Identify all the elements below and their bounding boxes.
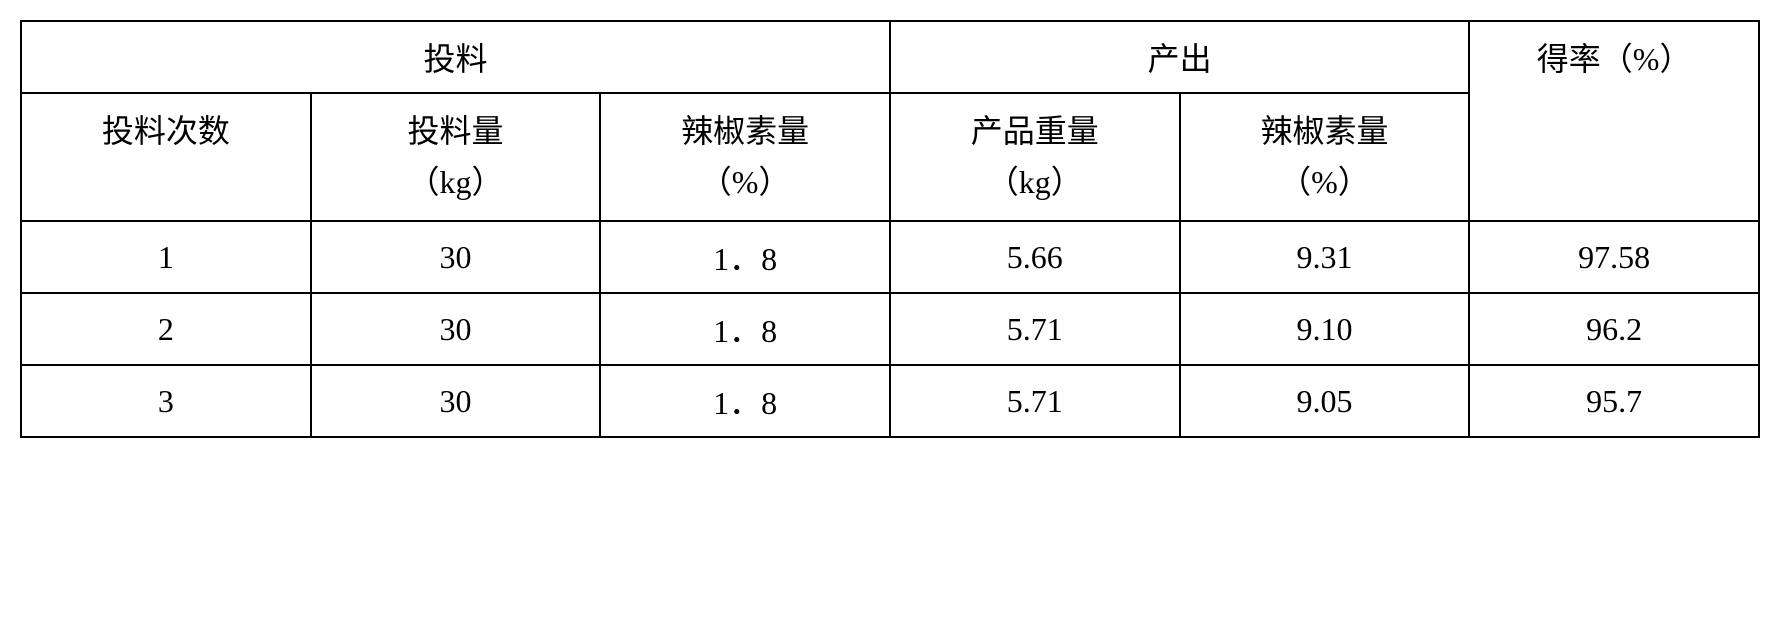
cell-output-capsaicin: 9.10 bbox=[1180, 293, 1470, 365]
cell-yield: 95.7 bbox=[1469, 365, 1759, 437]
cell-output-weight: 5.66 bbox=[890, 221, 1180, 293]
cell-input-amount: 30 bbox=[311, 293, 601, 365]
table-row: 1 30 1．8 5.66 9.31 97.58 bbox=[21, 221, 1759, 293]
header-output-capsaicin-label: 辣椒素量 bbox=[1260, 113, 1388, 149]
cell-input-capsaicin: 1．8 bbox=[600, 221, 890, 293]
data-table: 投料 产出 得率（%） 投料次数 投料量 （kg） 辣椒素量 （%） 产品重量 … bbox=[20, 20, 1760, 438]
header-output-weight-unit: （kg） bbox=[899, 157, 1171, 208]
header-batch-label: 投料次数 bbox=[102, 113, 230, 149]
cell-input-amount: 30 bbox=[311, 365, 601, 437]
cell-input-capsaicin: 1．8 bbox=[600, 365, 890, 437]
cell-input-capsaicin: 1．8 bbox=[600, 293, 890, 365]
cell-batch: 2 bbox=[21, 293, 311, 365]
header-group-output: 产出 bbox=[890, 21, 1469, 93]
cell-batch: 1 bbox=[21, 221, 311, 293]
header-input-capsaicin: 辣椒素量 （%） bbox=[600, 93, 890, 221]
table-body: 1 30 1．8 5.66 9.31 97.58 2 30 1．8 5.71 9… bbox=[21, 221, 1759, 437]
header-input-amount: 投料量 （kg） bbox=[311, 93, 601, 221]
header-input-amount-unit: （kg） bbox=[320, 157, 592, 208]
header-input-capsaicin-label: 辣椒素量 bbox=[681, 113, 809, 149]
header-output-weight: 产品重量 （kg） bbox=[890, 93, 1180, 221]
header-group-input: 投料 bbox=[21, 21, 890, 93]
table-row: 2 30 1．8 5.71 9.10 96.2 bbox=[21, 293, 1759, 365]
header-input-capsaicin-unit: （%） bbox=[609, 157, 881, 208]
header-output-capsaicin-unit: （%） bbox=[1189, 157, 1461, 208]
cell-yield: 97.58 bbox=[1469, 221, 1759, 293]
header-output-weight-label: 产品重量 bbox=[971, 113, 1099, 149]
header-output-capsaicin: 辣椒素量 （%） bbox=[1180, 93, 1470, 221]
cell-batch: 3 bbox=[21, 365, 311, 437]
cell-output-weight: 5.71 bbox=[890, 365, 1180, 437]
cell-input-amount: 30 bbox=[311, 221, 601, 293]
cell-output-weight: 5.71 bbox=[890, 293, 1180, 365]
cell-output-capsaicin: 9.31 bbox=[1180, 221, 1470, 293]
cell-yield: 96.2 bbox=[1469, 293, 1759, 365]
cell-output-capsaicin: 9.05 bbox=[1180, 365, 1470, 437]
header-input-amount-label: 投料量 bbox=[407, 113, 503, 149]
header-batch: 投料次数 bbox=[21, 93, 311, 221]
table-row: 3 30 1．8 5.71 9.05 95.7 bbox=[21, 365, 1759, 437]
header-row-1: 投料 产出 得率（%） bbox=[21, 21, 1759, 93]
header-yield: 得率（%） bbox=[1469, 21, 1759, 221]
